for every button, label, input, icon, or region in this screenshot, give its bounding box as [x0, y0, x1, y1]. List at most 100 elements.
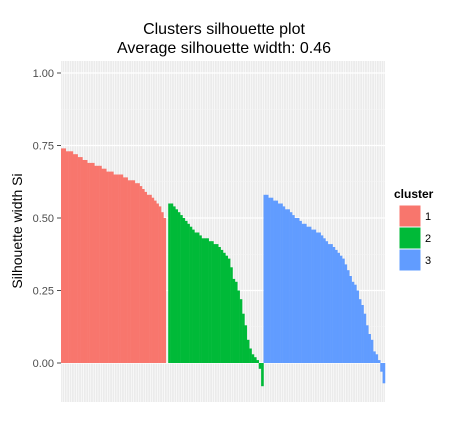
silhouette-bar	[106, 171, 109, 363]
y-tick-label: 0.75	[33, 141, 54, 153]
silhouette-bar	[142, 189, 145, 363]
silhouette-bar	[253, 357, 257, 363]
silhouette-bar	[82, 160, 86, 363]
silhouette-bar	[72, 154, 76, 363]
silhouette-bar	[246, 339, 250, 363]
silhouette-bar	[377, 360, 381, 363]
silhouette-bar	[137, 183, 140, 363]
silhouette-bar	[213, 244, 217, 363]
silhouette-bar	[65, 151, 69, 363]
silhouette-bar	[63, 148, 67, 363]
silhouette-bar	[127, 180, 131, 363]
silhouette-bar	[132, 180, 136, 363]
silhouette-bar	[220, 249, 224, 363]
silhouette-bar	[258, 363, 262, 369]
silhouette-bar	[301, 223, 305, 363]
silhouette-bar	[289, 212, 293, 363]
silhouette-bar	[330, 244, 333, 363]
silhouette-bar	[218, 247, 221, 363]
silhouette-bar	[203, 238, 207, 363]
y-tick-label: 1.00	[33, 68, 54, 80]
chart-subtitle: Average silhouette width: 0.46	[117, 40, 331, 57]
silhouette-bar	[296, 218, 300, 363]
silhouette-bar	[122, 177, 126, 363]
y-tick-label: 0.25	[33, 286, 54, 298]
legend: cluster 1 2 3	[394, 187, 434, 272]
silhouette-bar	[201, 238, 205, 363]
silhouette-bar	[84, 160, 88, 363]
silhouette-bar	[368, 334, 371, 363]
silhouette-bar	[189, 226, 193, 363]
silhouette-bar	[125, 177, 128, 363]
silhouette-bar	[270, 197, 274, 363]
silhouette-bar	[304, 223, 307, 363]
silhouette-bar	[161, 212, 164, 363]
silhouette-bar	[311, 229, 314, 363]
y-axis: 0.00 0.25 0.50 0.75 1.00	[33, 68, 61, 370]
silhouette-bar	[261, 363, 264, 387]
silhouette-bar	[182, 218, 186, 363]
silhouette-bar	[87, 162, 90, 363]
silhouette-bar	[334, 249, 338, 363]
silhouette-bar	[346, 270, 350, 363]
silhouette-bar	[299, 220, 302, 363]
silhouette-bar	[89, 162, 93, 363]
silhouette-bar	[208, 241, 212, 363]
silhouette-bar	[256, 360, 259, 363]
silhouette-bar	[375, 354, 379, 363]
silhouette-bar	[313, 229, 317, 363]
silhouette-bar	[315, 232, 319, 363]
silhouette-bar	[327, 244, 331, 363]
silhouette-bar	[287, 209, 290, 363]
silhouette-bar	[320, 235, 324, 363]
silhouette-bar	[363, 313, 367, 363]
silhouette-bar	[134, 183, 138, 363]
silhouette-bar	[180, 215, 183, 363]
silhouette-bar	[358, 299, 362, 363]
silhouette-bar	[318, 232, 321, 363]
silhouette-bar	[199, 235, 202, 363]
silhouette-bar	[156, 203, 159, 363]
silhouette-bar	[242, 313, 245, 363]
y-tick-label: 0.00	[33, 358, 54, 370]
silhouette-bar	[151, 197, 155, 363]
silhouette-bar	[282, 206, 286, 363]
silhouette-bar	[223, 252, 226, 363]
silhouette-bar	[101, 168, 105, 363]
silhouette-bar	[172, 206, 176, 363]
silhouette-bar	[99, 165, 102, 363]
silhouette-bar	[118, 174, 121, 363]
silhouette-bar	[232, 278, 236, 363]
silhouette-bar	[175, 209, 178, 363]
silhouette-bar	[170, 203, 174, 363]
silhouette-bar	[325, 241, 329, 363]
y-tick-label: 0.50	[33, 213, 54, 225]
silhouette-bar	[308, 226, 312, 363]
silhouette-bar	[263, 194, 267, 363]
silhouette-bar	[342, 258, 345, 363]
silhouette-bar	[196, 232, 200, 363]
silhouette-bar	[94, 165, 97, 363]
bars	[61, 148, 386, 387]
silhouette-bar	[244, 325, 248, 363]
silhouette-bar	[332, 247, 336, 363]
legend-key	[398, 248, 422, 272]
silhouette-bar	[103, 168, 107, 363]
silhouette-bar	[149, 194, 152, 363]
silhouette-bar	[380, 363, 383, 372]
silhouette-bar	[153, 200, 157, 363]
silhouette-bar	[115, 174, 119, 363]
silhouette-bar	[373, 351, 376, 363]
silhouette-bar	[215, 244, 219, 363]
silhouette-bar	[158, 206, 162, 363]
silhouette-bar	[306, 226, 310, 363]
silhouette-bar	[227, 258, 231, 363]
silhouette-bar	[163, 218, 167, 363]
chart-title: Clusters silhouette plot	[143, 21, 305, 38]
silhouette-bar	[192, 229, 195, 363]
silhouette-bar	[268, 197, 271, 363]
silhouette-bar	[111, 171, 114, 363]
silhouette-bar	[351, 281, 355, 363]
silhouette-bar	[292, 215, 295, 363]
silhouette-bar	[146, 194, 150, 363]
